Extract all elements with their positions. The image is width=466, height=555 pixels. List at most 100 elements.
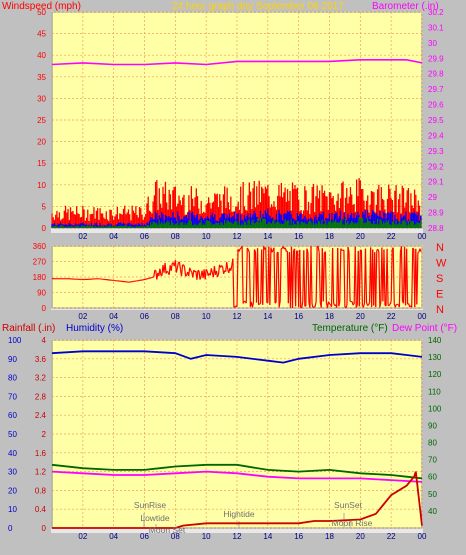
x-tick-label: 02 — [78, 532, 87, 541]
event-annotation: Lowtide — [140, 513, 170, 523]
humidity-y-tick: 60 — [8, 411, 17, 420]
wind-direction-segment — [198, 270, 201, 280]
wind-direction-segment — [386, 248, 389, 306]
x-tick-label: 06 — [140, 532, 149, 541]
wind-direction-segment — [252, 249, 256, 303]
humidity-ylabel: Humidity (%) — [66, 323, 123, 334]
wind-direction-segment — [166, 270, 169, 273]
wind-direction-segment — [307, 252, 310, 304]
chart-title: 24 hour graph day September 06 2017 — [172, 1, 344, 12]
wind-direction-segment — [205, 269, 208, 272]
x-tick-label: 22 — [387, 532, 396, 541]
wind-y-tick: 35 — [37, 73, 46, 82]
temp-y-tick: 50 — [428, 490, 437, 499]
wind-direction-segment — [241, 246, 244, 304]
dir-y-tick: 90 — [37, 289, 46, 298]
humidity-y-tick: 100 — [8, 336, 22, 345]
rain-y-tick: 2.4 — [35, 411, 47, 420]
x-tick-label: 10 — [202, 232, 211, 241]
wind-y-tick: 45 — [37, 30, 46, 39]
temperature-line — [51, 463, 423, 480]
wind-direction-segment — [199, 276, 202, 280]
temp-ylabel: Temperature (°F) — [312, 323, 388, 334]
x-tick-label: 18 — [325, 232, 334, 241]
wind-y-tick: 20 — [37, 138, 46, 147]
wind-direction-segment — [305, 248, 308, 306]
baro-y-tick: 29.8 — [428, 70, 444, 79]
wind-direction-segment — [210, 268, 213, 273]
wind-direction-segment — [245, 248, 248, 304]
wind-y-tick: 40 — [37, 51, 46, 60]
wind-direction-segment — [389, 300, 392, 305]
wind-direction-segment — [318, 252, 321, 303]
wind-y-tick: 30 — [37, 94, 46, 103]
wind-y-tick: 15 — [37, 159, 46, 168]
wind-direction-segment — [178, 261, 182, 270]
wind-direction-segment — [273, 247, 276, 304]
rain-y-tick: 0.8 — [35, 486, 47, 495]
wind-direction-segment — [317, 246, 320, 253]
x-tick-label: 12 — [233, 232, 242, 241]
wind-direction-segment — [301, 301, 304, 308]
baro-ylabel: Barometer (.in) — [372, 1, 439, 12]
wind-direction-segment — [314, 301, 317, 307]
baro-y-tick: 29 — [428, 193, 437, 202]
wind-direction-segment — [251, 302, 255, 308]
wind-direction-segment — [340, 248, 343, 251]
wind-direction-segment — [390, 249, 393, 302]
wind-direction-segment — [185, 274, 188, 277]
wind-direction-segment — [204, 269, 207, 280]
wind-direction-segment — [256, 248, 260, 305]
wind-direction-segment — [236, 249, 239, 307]
x-tick-label: 08 — [171, 232, 180, 241]
wind-direction-segment — [248, 252, 251, 307]
event-annotation: Moon Rise — [332, 518, 373, 528]
wind-direction-segment — [398, 252, 402, 307]
temp-y-tick: 40 — [428, 507, 437, 516]
compass-label: N — [436, 304, 444, 316]
wind-direction-segment — [400, 246, 404, 302]
wind-direction-segment — [327, 301, 331, 305]
wind-direction-segment — [331, 248, 335, 303]
baro-y-tick: 29.2 — [428, 162, 444, 171]
wind-direction-segment — [312, 306, 315, 309]
wind-direction-segment — [364, 248, 368, 303]
wind-direction-segment — [345, 304, 348, 309]
x-tick-label: 00 — [418, 532, 427, 541]
wind-direction-segment — [176, 262, 180, 268]
wind-direction-segment — [175, 267, 178, 273]
humidity-line — [51, 350, 423, 364]
wind-direction-segment — [352, 303, 355, 306]
event-annotation: SunRise — [134, 500, 166, 510]
wind-direction-segment — [367, 304, 369, 307]
temp-y-tick: 90 — [428, 421, 437, 430]
x-tick-label: 14 — [263, 312, 272, 321]
wind-y-tick: 10 — [37, 181, 46, 190]
event-annotation: Hightide — [223, 509, 254, 519]
temp-y-tick: 80 — [428, 439, 437, 448]
x-tick-label: 02 — [78, 312, 87, 321]
wind-direction-segment — [170, 263, 173, 271]
wind-direction-segment — [377, 248, 380, 253]
wind-direction-segment — [183, 267, 187, 277]
wind-direction-segment — [354, 246, 357, 308]
wind-direction-segment — [343, 249, 346, 308]
wind-direction-segment — [419, 248, 422, 252]
rain-y-tick: 4 — [42, 336, 47, 345]
wind-direction-segment — [262, 246, 265, 305]
baro-y-tick: 29.1 — [428, 178, 444, 187]
wind-direction-segment — [259, 302, 262, 305]
humidity-y-tick: 10 — [8, 505, 17, 514]
wind-direction-segment — [239, 247, 242, 250]
wind-direction-segment — [226, 262, 229, 270]
event-annotation: SunSet — [334, 500, 363, 510]
rain-y-tick: 3.6 — [35, 355, 47, 364]
wind-direction-segment — [232, 258, 235, 308]
wind-direction-segment — [265, 247, 268, 303]
wind-direction-segment — [278, 301, 281, 308]
x-tick-label: 16 — [294, 532, 303, 541]
humidity-y-tick: 20 — [8, 486, 17, 495]
wind-direction-segment — [279, 248, 282, 302]
wind-direction-segment — [188, 267, 191, 276]
